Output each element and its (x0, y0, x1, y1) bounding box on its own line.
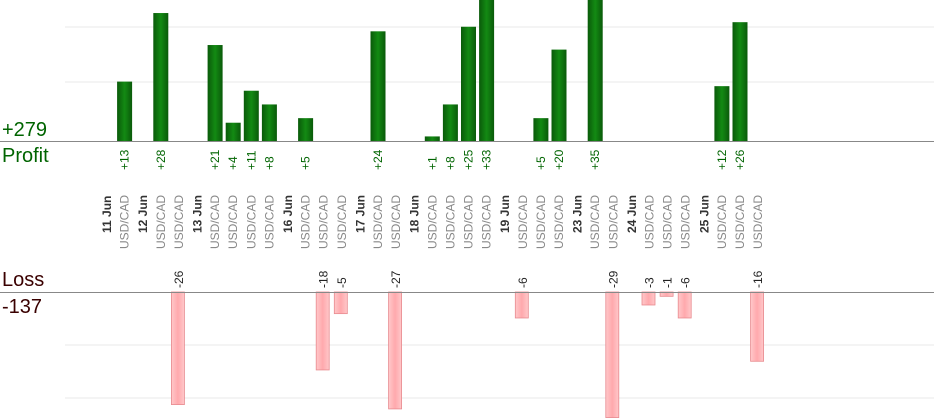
profit-value-label: +24 (371, 149, 385, 170)
profit-label: Profit (2, 145, 49, 167)
profit-value-label: +25 (462, 149, 476, 170)
loss-value-label: -18 (317, 270, 331, 288)
profit-bar (424, 136, 440, 141)
loss-value-label: -6 (516, 277, 530, 288)
loss-bar (315, 291, 330, 371)
loss-value-label: -3 (643, 277, 657, 288)
loss-bar (333, 291, 348, 315)
pair-label: USD/CAD (208, 195, 222, 249)
loss-value-label: -26 (172, 270, 186, 288)
pair-label: USD/CAD (606, 195, 620, 249)
profit-value-label: +21 (208, 149, 222, 170)
pair-label: USD/CAD (244, 195, 258, 249)
profit-total: +279 (2, 119, 48, 141)
date-label: 25 Jun (697, 195, 711, 233)
pair-label: USD/CAD (462, 195, 476, 249)
profit-value-label: +33 (480, 149, 494, 170)
pair-label: USD/CAD (154, 195, 168, 249)
loss-bar (750, 291, 764, 362)
pair-label: USD/CAD (534, 195, 548, 249)
profit-bar (461, 26, 476, 141)
pair-label: USD/CAD (516, 195, 530, 249)
profit-value-label: +12 (715, 149, 729, 170)
date-label: 19 Jun (498, 195, 512, 233)
profit-value-label: +35 (588, 149, 602, 170)
pair-label: USD/CAD (733, 195, 747, 249)
loss-value-label: -27 (389, 270, 403, 288)
loss-bar (514, 291, 529, 319)
pair-label: USD/CAD (425, 195, 439, 249)
profit-bar (732, 22, 748, 141)
profit-value-label: +13 (118, 149, 132, 170)
pair-label: USD/CAD (443, 195, 457, 249)
date-label: 13 Jun (191, 195, 205, 233)
pair-label: USD/CAD (299, 195, 313, 249)
pair-label: USD/CAD (588, 195, 602, 249)
pair-label: USD/CAD (715, 195, 729, 249)
loss-value-label: -6 (679, 277, 693, 288)
profit-bar (587, 0, 603, 141)
date-label: 12 Jun (136, 195, 150, 233)
profit-bar (117, 81, 133, 141)
date-label: 11 Jun (100, 196, 114, 233)
date-label: 16 Jun (281, 195, 295, 233)
loss-bar (388, 291, 403, 410)
pair-label: USD/CAD (643, 195, 657, 249)
profit-value-label: +11 (244, 150, 258, 170)
loss-label: Loss (2, 269, 45, 291)
profit-value-label: +8 (443, 156, 457, 170)
profit-bar (225, 122, 241, 141)
profit-value-label: +26 (733, 149, 747, 170)
pair-label: USD/CAD (371, 195, 385, 249)
profit-value-label: +5 (299, 156, 313, 170)
profit-value-label: +4 (226, 156, 240, 170)
date-label: 23 Jun (571, 195, 585, 233)
profit-bar (261, 104, 277, 141)
profit-bar (298, 118, 314, 141)
loss-value-label: -29 (606, 270, 620, 288)
profit-bar (714, 86, 730, 141)
profit-bar (551, 49, 567, 141)
profit-bar (207, 45, 223, 141)
loss-value-label: -16 (751, 270, 765, 288)
loss-bar (641, 291, 656, 306)
profit-value-label: +20 (552, 149, 566, 170)
pair-label: USD/CAD (172, 195, 186, 249)
pair-label: USD/CAD (389, 195, 403, 249)
pair-label: USD/CAD (552, 195, 566, 249)
pair-label: USD/CAD (661, 195, 675, 249)
profit-bar (243, 90, 259, 141)
loss-bar (605, 291, 620, 418)
pair-label: USD/CAD (118, 195, 132, 249)
loss-bar (170, 291, 185, 405)
loss-bar (677, 291, 692, 319)
date-label: 18 Jun (408, 195, 422, 233)
pair-label: USD/CAD (226, 195, 240, 249)
profit-bar (533, 118, 549, 141)
profit-value-label: +8 (262, 156, 276, 170)
pair-label: USD/CAD (335, 195, 349, 249)
pair-label: USD/CAD (317, 195, 331, 249)
loss-total: -137 (2, 296, 43, 318)
profit-bar (442, 104, 458, 141)
profit-bar (370, 31, 386, 141)
pair-label: USD/CAD (480, 195, 494, 249)
pair-label: USD/CAD (679, 195, 693, 249)
profit-value-label: +5 (534, 156, 548, 170)
pair-label: USD/CAD (751, 195, 765, 249)
loss-value-label: -5 (335, 277, 349, 288)
profit-bar (479, 0, 495, 141)
date-label: 24 Jun (625, 195, 639, 233)
pair-label: USD/CAD (262, 195, 276, 249)
profit-value-label: +1 (425, 156, 439, 170)
loss-value-label: -1 (661, 277, 675, 288)
profit-bar (153, 13, 169, 141)
date-label: 17 Jun (353, 195, 367, 233)
profit-value-label: +28 (154, 149, 168, 170)
